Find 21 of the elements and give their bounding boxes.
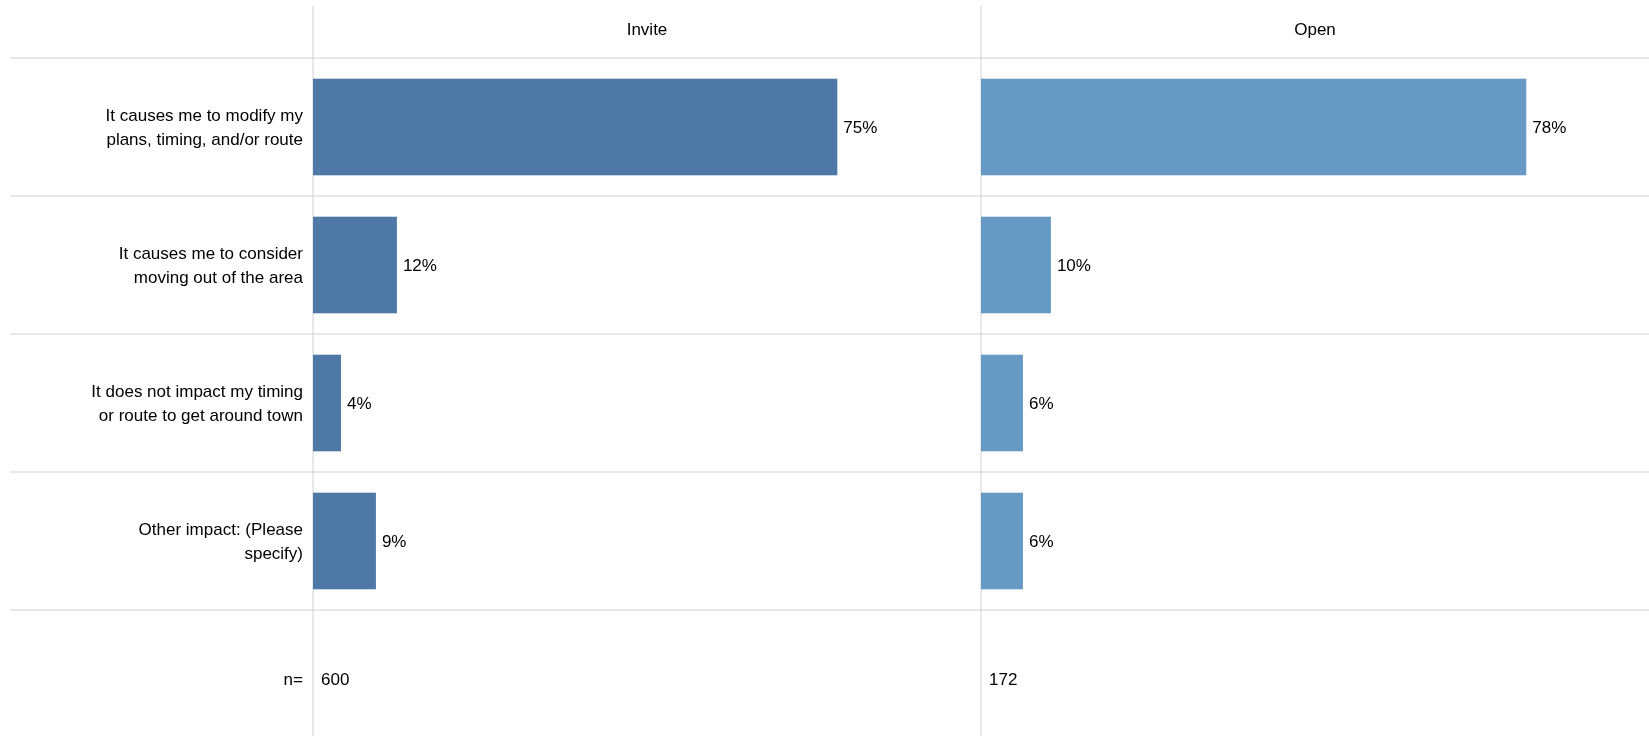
text: Open (1294, 20, 1336, 39)
annotation: 600 (321, 670, 350, 689)
data-label: 6% (1028, 394, 1054, 413)
data-label: 6% (1028, 532, 1054, 551)
annotation: 172 (989, 670, 1018, 689)
text: Invite (626, 20, 668, 39)
y-tick-label: It does not impact my timing or route to get around town (91, 382, 303, 425)
bar (313, 492, 376, 590)
bar (313, 354, 341, 452)
data-label: 4% (346, 394, 372, 413)
y-tick-label: It causes me to modify my plans, timing, and/or route (105, 106, 304, 149)
y-tick-label: Other impact: (Please specify) (138, 520, 303, 563)
bar (313, 78, 838, 176)
bar (313, 216, 397, 314)
text: n= (283, 670, 304, 689)
data-label: 75% (843, 118, 878, 137)
data-label: 9% (381, 532, 407, 551)
data-label: 10% (1056, 256, 1091, 275)
data-label: 12% (402, 256, 437, 275)
data-label: 78% (1532, 118, 1567, 137)
y-tick-label: It causes me to consider moving out of the area (118, 244, 304, 287)
